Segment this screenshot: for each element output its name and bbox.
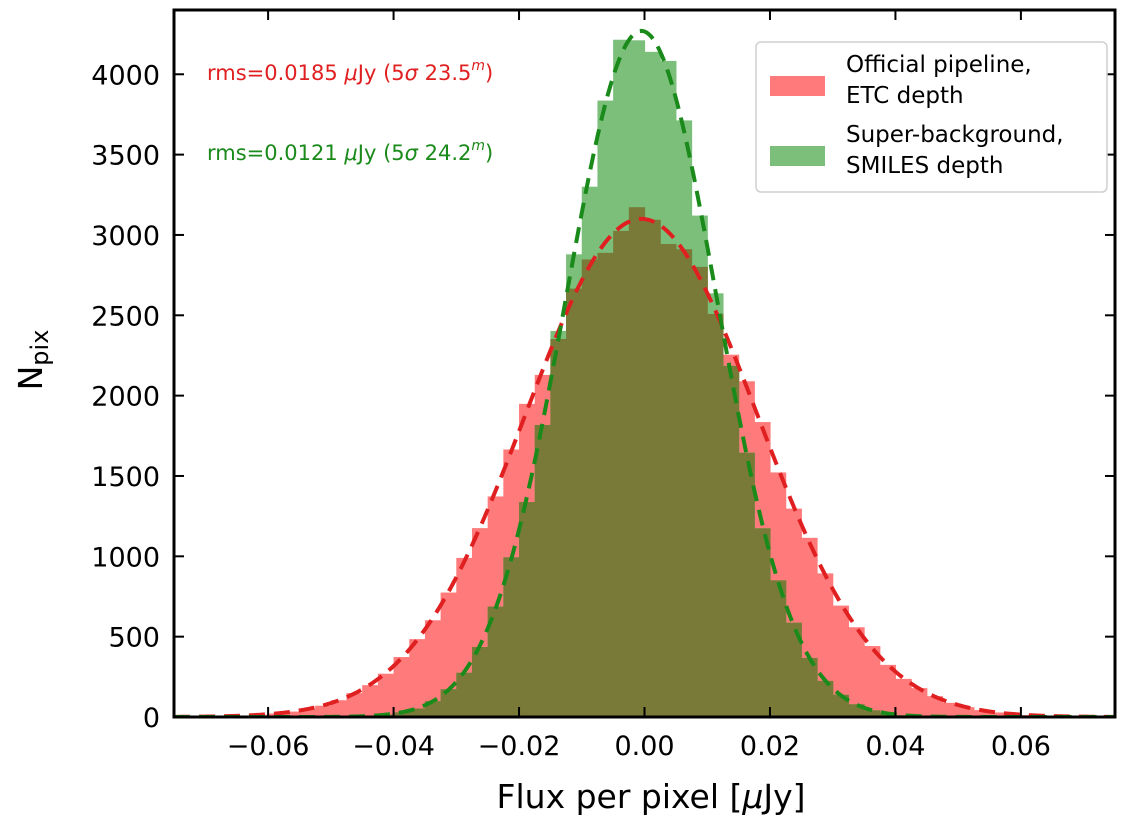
x-tick-label: −0.06: [227, 731, 310, 762]
bar-overlap: [456, 672, 473, 717]
bar-overlap: [769, 580, 787, 717]
y-tick-label: 500: [108, 623, 160, 654]
y-tick-label: 0: [143, 703, 160, 734]
bar-official: [911, 688, 928, 717]
bar-overlap: [581, 259, 599, 717]
bar-overlap: [675, 249, 693, 717]
legend-label-super-background-line1: Super-background,: [846, 122, 1064, 148]
legend-label-official-line2: ETC depth: [846, 83, 964, 109]
bar-overlap: [503, 557, 520, 717]
y-tick-label: 1000: [91, 542, 160, 573]
y-tick-label: 3500: [91, 141, 160, 172]
bar-overlap: [534, 424, 551, 717]
x-tick-label: −0.02: [478, 731, 561, 762]
bar-overlap: [550, 339, 567, 717]
bar-official: [330, 700, 348, 717]
bar-overlap: [722, 365, 740, 717]
bar-overlap: [754, 528, 771, 717]
y-tick-label: 4000: [91, 60, 160, 91]
y-tick-label: 3000: [91, 221, 160, 252]
bar-overlap: [393, 712, 410, 717]
bar-official: [283, 711, 301, 717]
bar-official: [377, 673, 395, 717]
bar-overlap: [738, 452, 755, 717]
bar-official: [958, 707, 975, 717]
bar-overlap: [660, 243, 677, 717]
bar-overlap: [440, 689, 457, 717]
legend-box: [755, 41, 1108, 193]
y-tick-label: 2500: [91, 301, 160, 332]
bar-overlap: [566, 288, 583, 717]
bar-overlap: [597, 252, 614, 717]
histogram-overlap: [330, 207, 959, 717]
bar-overlap: [409, 708, 426, 717]
bar-official: [864, 646, 881, 717]
bar-official: [879, 664, 897, 717]
bar-overlap: [801, 657, 818, 717]
bar-overlap: [644, 219, 661, 717]
bar-overlap: [613, 230, 630, 717]
bar-overlap: [817, 680, 834, 717]
x-tick-label: 0.06: [991, 731, 1051, 762]
bar-official: [315, 705, 332, 717]
bar-official: [973, 710, 991, 717]
legend-label-official-line1: Official pipeline,: [846, 52, 1032, 78]
bar-overlap: [487, 606, 504, 717]
y-axis-label: Npix: [11, 330, 54, 391]
bar-official: [362, 685, 379, 717]
bar-overlap: [691, 266, 708, 717]
bar-official: [424, 620, 442, 717]
bar-official: [848, 627, 865, 717]
bar-official: [346, 693, 363, 717]
bar-official: [832, 605, 849, 717]
x-axis-label: Flux per pixel [μJy]: [497, 777, 806, 816]
x-tick-label: 0.04: [865, 731, 925, 762]
y-tick-label: 2000: [91, 382, 160, 413]
bar-overlap: [471, 646, 489, 717]
bar-overlap: [519, 502, 536, 717]
y-tick-label: 1500: [91, 462, 160, 493]
bar-overlap: [707, 313, 724, 717]
x-tick-label: 0.02: [740, 731, 800, 762]
bar-official: [299, 709, 316, 717]
rms-annotation-official: rms=0.0185 μJy (5σ 23.5m): [207, 58, 493, 85]
legend: Official pipeline, ETC depth Super-backg…: [755, 41, 1108, 193]
legend-swatch-official: [770, 76, 825, 96]
x-axis-ticks: −0.06 −0.04 −0.02 0.00 0.02 0.04 0.06: [227, 10, 1051, 762]
x-tick-label: −0.04: [352, 731, 435, 762]
bar-overlap: [785, 622, 802, 717]
bar-overlap: [628, 207, 646, 717]
legend-swatch-super-background: [770, 146, 825, 166]
bar-official: [926, 696, 944, 717]
bar-official: [942, 702, 959, 717]
bar-official: [989, 712, 1006, 717]
bar-official: [895, 678, 912, 717]
bar-overlap: [864, 710, 881, 717]
rms-annotation-super-background: rms=0.0121 μJy (5σ 24.2m): [207, 138, 493, 165]
fit-curve-official: [174, 216, 1115, 717]
y-axis-ticks: 0 500 1000 1500 2000 2500 3000 3500 4000: [91, 60, 1115, 734]
bar-official: [393, 657, 410, 717]
x-tick-label: 0.00: [614, 731, 674, 762]
legend-label-super-background-line2: SMILES depth: [846, 153, 1003, 179]
bar-official: [409, 639, 426, 717]
